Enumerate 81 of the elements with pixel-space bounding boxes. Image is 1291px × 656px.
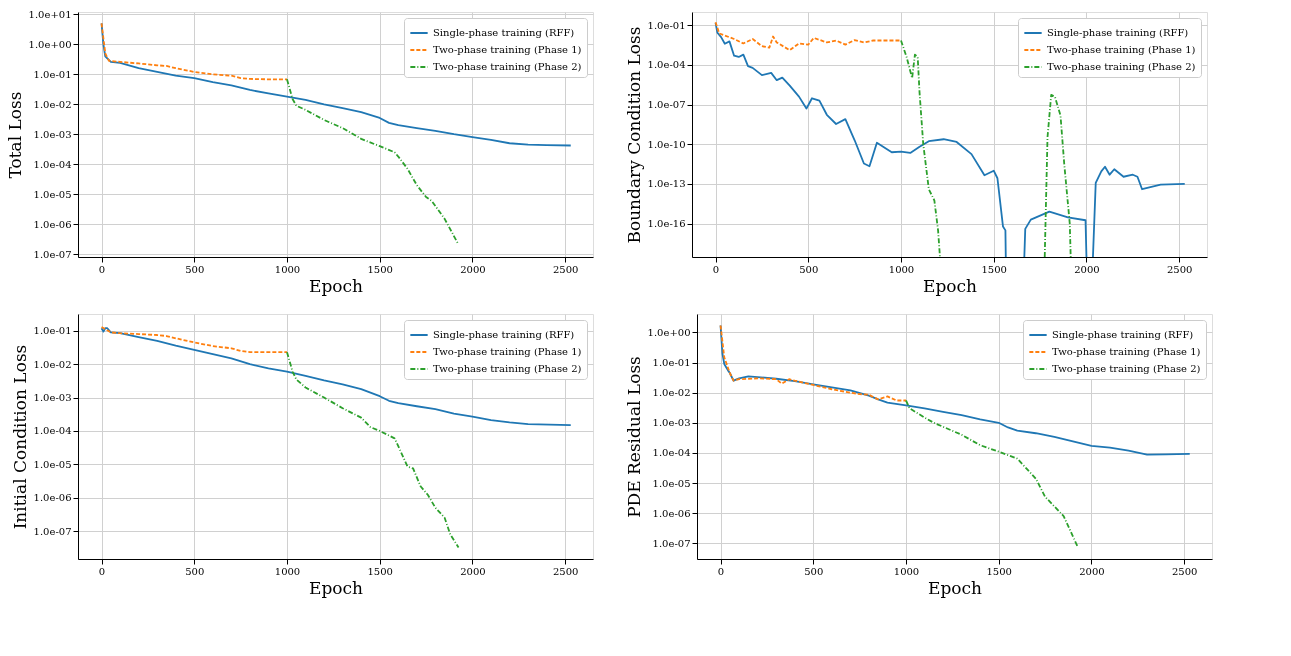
y-tick-label: 1.0e-03	[33, 392, 72, 404]
y-axis-title: Initial Condition Loss	[9, 344, 30, 530]
x-tick-label: 0	[98, 565, 106, 577]
legend-label: Single-phase training (RFF)	[433, 329, 575, 340]
y-tick-label: 1.0e-07	[647, 99, 686, 111]
y-tick-label: 1.0e-16	[647, 218, 686, 230]
x-tick-label: 1500	[367, 263, 393, 275]
y-tick-label: 1.0e-02	[652, 387, 691, 399]
y-tick-label: 1.0e-10	[647, 138, 686, 150]
x-tick-label: 2000	[1074, 263, 1100, 275]
y-tick-label: 1.0e-05	[652, 477, 691, 489]
legend-label: Single-phase training (RFF)	[1047, 27, 1189, 38]
x-axis-title: Epoch	[309, 275, 364, 296]
y-tick-label: 1.0e-03	[33, 128, 72, 140]
legend-label: Two-phase training (Phase 1)	[1047, 44, 1196, 55]
y-tick-label: 1.0e+01	[28, 8, 72, 20]
y-tick-label: 1.0e-06	[33, 492, 72, 504]
y-tick-label: 1.0e-04	[647, 59, 686, 71]
y-tick-label: 1.0e-01	[652, 357, 691, 369]
x-tick-label: 1000	[888, 263, 915, 275]
legend-label: Two-phase training (Phase 2)	[1047, 61, 1196, 72]
y-tick-label: 1.0e-07	[33, 525, 72, 537]
y-tick-label: 1.0e-13	[647, 178, 686, 190]
y-axis-title: Boundary Condition Loss	[623, 26, 644, 244]
y-axis-title: PDE Residual Loss	[623, 356, 644, 518]
x-tick-label: 500	[799, 263, 819, 275]
y-tick-label: 1.0e-02	[33, 98, 72, 110]
y-tick-label: 1.0e-07	[33, 248, 72, 260]
x-tick-label: 0	[98, 263, 106, 275]
y-tick-label: 1.0e-05	[33, 458, 72, 470]
y-tick-label: 1.0e-01	[647, 19, 686, 31]
y-tick-label: 1.0e-02	[33, 358, 72, 370]
y-tick-label: 1.0e-05	[33, 188, 72, 200]
x-axis-title: Epoch	[928, 577, 983, 598]
x-tick-label: 2500	[1166, 263, 1193, 275]
y-tick-label: 1.0e-06	[33, 218, 72, 230]
x-tick-label: 500	[804, 565, 824, 577]
x-axis-title: Epoch	[923, 275, 978, 296]
x-tick-label: 500	[185, 263, 205, 275]
x-tick-label: 2500	[1171, 565, 1198, 577]
x-tick-label: 0	[712, 263, 720, 275]
y-tick-label: 1.0e-04	[652, 447, 691, 459]
legend-label: Two-phase training (Phase 2)	[1052, 363, 1201, 374]
y-tick-label: 1.0e-06	[652, 507, 691, 519]
y-tick-label: 1.0e-01	[33, 325, 72, 337]
x-tick-label: 2000	[1079, 565, 1105, 577]
x-tick-label: 2000	[460, 263, 486, 275]
line-series	[719, 324, 907, 402]
line-series	[905, 399, 1079, 548]
y-tick-label: 1.0e+00	[647, 326, 691, 338]
x-tick-label: 2500	[552, 565, 579, 577]
legend-label: Single-phase training (RFF)	[1052, 329, 1194, 340]
x-tick-label: 1500	[367, 565, 393, 577]
line-series	[286, 78, 460, 246]
y-tick-label: 1.0e-01	[33, 68, 72, 80]
y-axis-title: Total Loss	[4, 91, 25, 179]
line-series	[100, 326, 288, 354]
x-tick-label: 1000	[274, 565, 301, 577]
legend-label: Two-phase training (Phase 1)	[433, 346, 582, 357]
legend-label: Two-phase training (Phase 1)	[1052, 346, 1201, 357]
x-tick-label: 2500	[552, 263, 579, 275]
y-tick-label: 1.0e-04	[33, 425, 72, 437]
y-tick-label: 1.0e+00	[28, 38, 72, 50]
line-series	[100, 22, 288, 81]
legend-label: Single-phase training (RFF)	[433, 27, 575, 38]
x-tick-label: 1000	[274, 263, 301, 275]
y-tick-label: 1.0e-04	[33, 158, 72, 170]
line-series	[714, 21, 902, 52]
y-tick-label: 1.0e-03	[652, 417, 691, 429]
x-tick-label: 1000	[893, 565, 920, 577]
legend-label: Two-phase training (Phase 1)	[433, 44, 582, 55]
x-tick-label: 2000	[460, 565, 486, 577]
x-tick-label: 500	[185, 565, 205, 577]
x-tick-label: 1500	[986, 565, 1012, 577]
legend-label: Two-phase training (Phase 2)	[433, 363, 582, 374]
x-tick-label: 1500	[981, 263, 1007, 275]
legend-label: Two-phase training (Phase 2)	[433, 61, 582, 72]
line-series	[100, 327, 572, 426]
x-axis-title: Epoch	[309, 577, 364, 598]
y-tick-label: 1.0e-07	[652, 537, 691, 549]
x-tick-label: 0	[717, 565, 725, 577]
